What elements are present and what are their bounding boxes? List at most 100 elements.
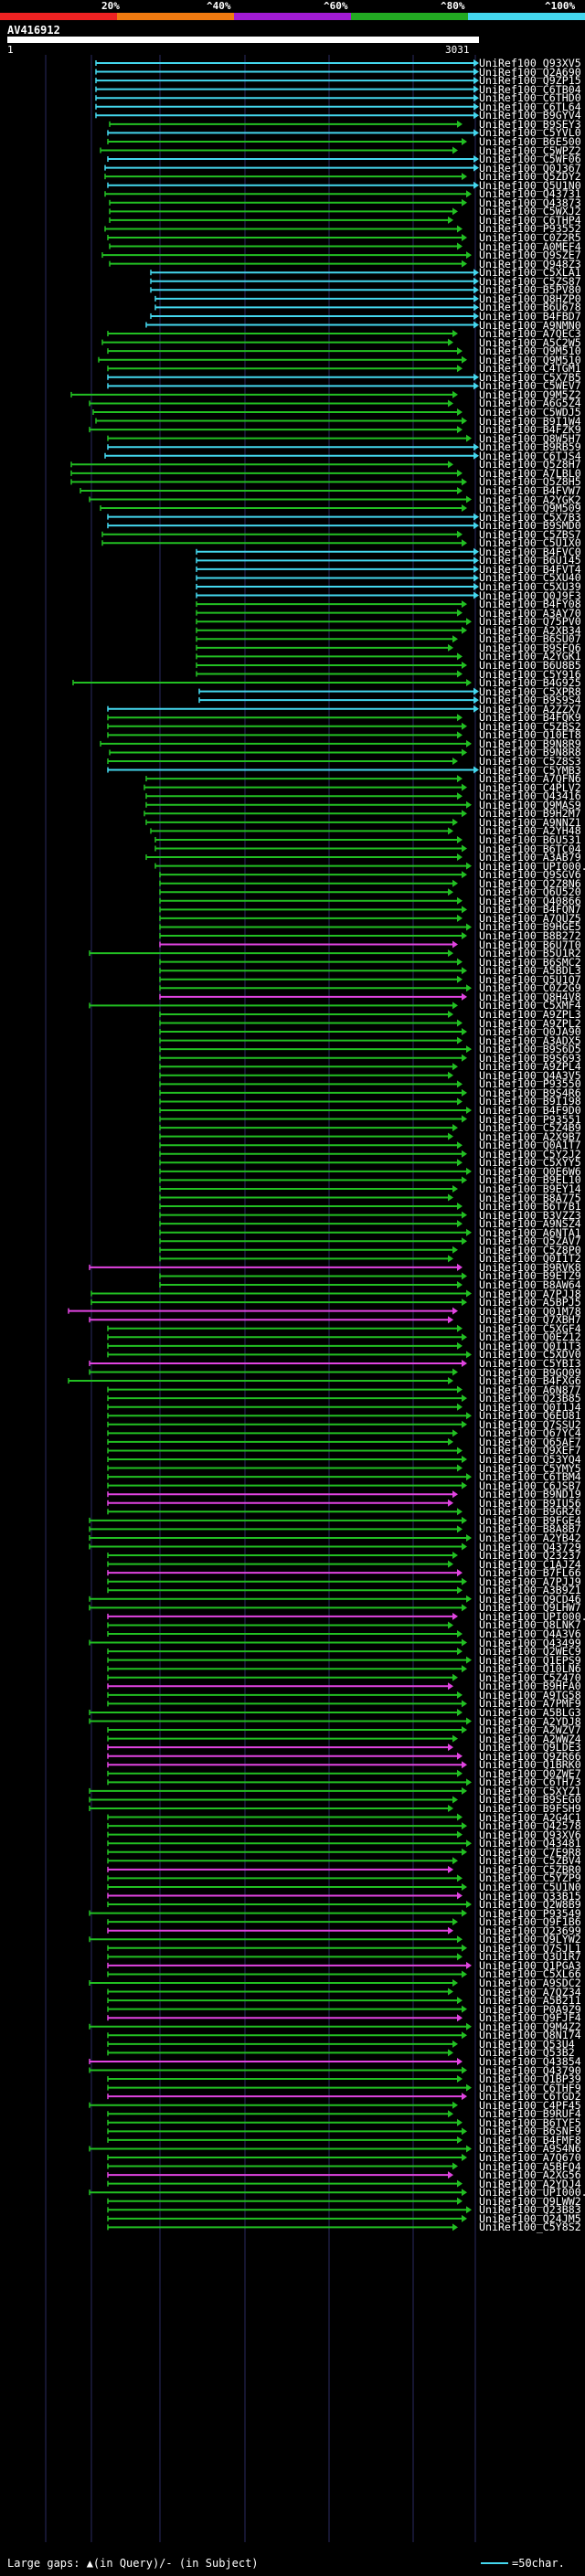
hit-label[interactable]: UniRef100_Q5ZDY2 (479, 170, 581, 184)
hit-label[interactable]: UniRef100_Q0I1T2 (479, 1252, 581, 1266)
hit-label[interactable]: UniRef100_A9ZPL4 (479, 1060, 581, 1074)
hit-label[interactable]: UniRef100_C5Y916 (479, 667, 581, 681)
hit-label[interactable]: UniRef100_B6E500 (479, 134, 581, 148)
hit-label[interactable]: UniRef100_A2YGK1 (479, 650, 581, 663)
hit-label[interactable]: UniRef100_B9GR26 (479, 1505, 581, 1519)
hit-label[interactable]: UniRef100_C6JSB7 (479, 1479, 581, 1492)
hit-label[interactable]: UniRef100_Q2W8B9 (479, 1898, 581, 1912)
hit-label[interactable]: UniRef100_P93551 (479, 1112, 581, 1126)
hit-label[interactable]: UniRef100_Q10LN6 (479, 1662, 581, 1676)
hit-label[interactable]: UniRef100_Q5ZAV7 (479, 1235, 581, 1248)
hit-label[interactable]: UniRef100_Q1PGA3 (479, 1958, 581, 1972)
hit-label[interactable]: UniRef100_Q53B2 (479, 2046, 575, 2060)
hit-label[interactable]: UniRef100_B6T7B1 (479, 1200, 581, 1214)
hit-label[interactable]: UniRef100_Q23237 (479, 1549, 581, 1563)
hit-label[interactable]: UniRef100_Q0E6W6 (479, 1164, 581, 1178)
hit-label[interactable]: UniRef100_C6TH73 (479, 1776, 581, 1789)
hit-label[interactable]: UniRef100_B6SU07 (479, 632, 581, 646)
hit-label[interactable]: UniRef100_Q4A3V6 (479, 1627, 581, 1640)
hit-label[interactable]: UniRef100_Q43731 (479, 187, 581, 201)
hit-label[interactable]: UniRef100_B4G925 (479, 676, 581, 690)
hit-label[interactable]: UniRef100_B4FBD7 (479, 309, 581, 323)
hit-label[interactable]: UniRef100_B9RB59 (479, 440, 581, 454)
hit-label[interactable]: UniRef100_Q23699 (479, 1924, 581, 1937)
hit-label[interactable]: UniRef100_Q23B85 (479, 1392, 581, 1405)
hit-label[interactable]: UniRef100_B8A8B7 (479, 1522, 581, 1536)
hit-label[interactable]: UniRef100_Q9LWW2 (479, 2194, 581, 2208)
hit-label[interactable]: UniRef100_A2YDJ8 (479, 1714, 581, 1728)
hit-label[interactable]: UniRef100_P93549 (479, 1906, 581, 1920)
hit-label[interactable]: UniRef100_Q8LNK7 (479, 1618, 581, 1632)
hit-label[interactable]: UniRef100_Q9M4Z2 (479, 2019, 581, 2033)
hit-label[interactable]: UniRef100_C4TGM1 (479, 362, 581, 376)
hit-label[interactable]: UniRef100_Q6U520 (479, 885, 581, 899)
hit-label[interactable]: UniRef100_Q8N174 (479, 2029, 581, 2042)
hit-label[interactable]: UniRef100_Q8HZP0 (479, 292, 581, 305)
hit-label[interactable]: UniRef100_Q9LYW2 (479, 1933, 581, 1946)
hit-label[interactable]: UniRef100_B9ETZ9 (479, 1269, 581, 1283)
hit-label[interactable]: UniRef100_P93552 (479, 222, 581, 236)
hit-label[interactable]: UniRef100_A7LBL0 (479, 466, 581, 480)
hit-label[interactable]: UniRef100_C5YMY5 (479, 1461, 581, 1475)
hit-label[interactable]: UniRef100_Q10ET8 (479, 728, 581, 742)
hit-label[interactable]: UniRef100_B9RUF4 (479, 2107, 581, 2121)
hit-label[interactable]: UniRef100_Q3U1R7 (479, 1950, 581, 1964)
hit-label[interactable]: UniRef100_Q43729 (479, 1540, 581, 1553)
hit-label[interactable]: UniRef100_Q9M5Z2 (479, 387, 581, 401)
hit-label[interactable]: UniRef100_Q93XV6 (479, 1828, 581, 1841)
hit-label[interactable]: UniRef100_Q8H4V8 (479, 990, 581, 1003)
hit-label[interactable]: UniRef100_A9S4N6 (479, 2142, 581, 2156)
hit-label[interactable]: UniRef100_C5WDJ5 (479, 406, 581, 419)
hit-label[interactable]: UniRef100_Q43499 (479, 1636, 581, 1649)
hit-label[interactable]: UniRef100_Q1EPS9 (479, 1653, 581, 1667)
hit-label[interactable]: UniRef100_C5Z4B9 (479, 1121, 581, 1135)
hit-label[interactable]: UniRef100_A2YB42 (479, 1531, 581, 1544)
hit-label[interactable]: UniRef100_A6NTA1 (479, 1225, 581, 1239)
hit-label[interactable]: UniRef100_A7QFN6 (479, 772, 581, 786)
hit-label[interactable]: UniRef100_A2ZZX7 (479, 702, 581, 716)
hit-label[interactable]: UniRef100_Q0EZ12 (479, 1330, 581, 1344)
hit-label[interactable]: UniRef100_C6THD0 (479, 91, 581, 105)
hit-label[interactable]: UniRef100_Q9LHW7 (479, 1601, 581, 1615)
hit-label[interactable]: UniRef100_C6TBM4 (479, 1470, 581, 1484)
hit-label[interactable]: UniRef100_Q5U1N0 (479, 178, 581, 192)
hit-label[interactable]: UniRef100_Q2WEC9 (479, 1645, 581, 1659)
hit-label[interactable]: UniRef100_Q9CD46 (479, 1592, 581, 1606)
hit-label[interactable]: UniRef100_Q0I1T3 (479, 1339, 581, 1352)
hit-label[interactable]: UniRef100_A9ZPL3 (479, 1007, 581, 1021)
hit-label[interactable]: UniRef100_A9NMN0 (479, 318, 581, 332)
hit-label[interactable]: UniRef100_Q8W5H7 (479, 431, 581, 445)
hit-label[interactable]: UniRef100_B4FMF8 (479, 2133, 581, 2147)
hit-label[interactable]: UniRef100_Q7SJL1 (479, 1941, 581, 1955)
hit-label[interactable]: UniRef100_Q9LDE3 (479, 1741, 581, 1754)
hit-label[interactable]: UniRef100_B9EL10 (479, 1173, 581, 1187)
hit-label[interactable]: UniRef100_B6SMC2 (479, 955, 581, 969)
hit-label[interactable]: UniRef100_A2YGK2 (479, 493, 581, 506)
hit-label[interactable]: UniRef100_C5XPR8 (479, 684, 581, 698)
hit-label[interactable]: UniRef100_Q9M509 (479, 502, 581, 515)
hit-label[interactable]: UniRef100_A3ADX5 (479, 1034, 581, 1047)
hit-label[interactable]: UniRef100_C0Z2R5 (479, 231, 581, 244)
hit-label[interactable]: UniRef100_C5YVL0 (479, 126, 581, 140)
hit-label[interactable]: UniRef100_C4PLV2 (479, 780, 581, 794)
hit-label[interactable]: UniRef100_Q33B15 (479, 1889, 581, 1903)
hit-label[interactable]: UniRef100_A0MEF4 (479, 239, 581, 253)
hit-label[interactable]: UniRef100_B9SEY3 (479, 117, 581, 131)
hit-label[interactable]: UniRef100_B4FQK9 (479, 711, 581, 725)
hit-label[interactable]: UniRef100_A2WZV7 (479, 1723, 581, 1737)
hit-label[interactable]: UniRef100_B6TYF5 (479, 2115, 581, 2129)
hit-label[interactable]: UniRef100_B9SMD0 (479, 519, 581, 533)
hit-label[interactable]: UniRef100_Q1BRK0 (479, 1758, 581, 1772)
hit-label[interactable]: UniRef100_Q2A690 (479, 65, 581, 79)
hit-label[interactable]: UniRef100_C5XU39 (479, 580, 581, 593)
hit-label[interactable]: UniRef100_A2G4C1 (479, 1810, 581, 1824)
hit-label[interactable]: UniRef100_C5Z8P0 (479, 1243, 581, 1256)
hit-label[interactable]: UniRef100_C7E9R8 (479, 1845, 581, 1859)
hit-label[interactable]: UniRef100_C5U1X0 (479, 536, 581, 550)
hit-label[interactable]: UniRef100_Q53YQ4 (479, 1453, 581, 1466)
hit-label[interactable]: UniRef100_Q2Z8N6 (479, 876, 581, 890)
hit-label[interactable]: UniRef100_Q9F1B6 (479, 1915, 581, 1929)
hit-label[interactable]: UniRef100_Q9SZE7 (479, 249, 581, 262)
hit-label[interactable]: UniRef100_A9NSZ4 (479, 1217, 581, 1231)
hit-label[interactable]: UniRef100_C5XGF4 (479, 1321, 581, 1335)
